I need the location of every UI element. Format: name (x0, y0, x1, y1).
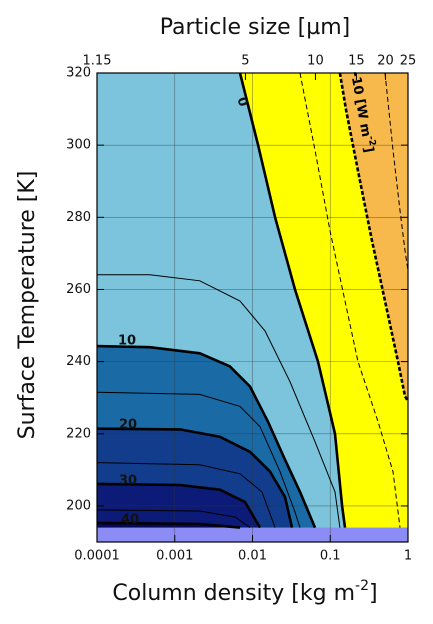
contour-label-sup: -2 (366, 135, 378, 147)
x-tick-label: 0.001 (156, 549, 193, 564)
x-axis-title-text: Column density [kg m (112, 581, 355, 606)
contour-line (96, 462, 276, 528)
x-axis-title: Column density [kg m-2] (112, 578, 377, 606)
contour-line (96, 482, 262, 529)
y-tick-label: 240 (66, 354, 91, 369)
x-axis-title-end: ] (369, 581, 378, 606)
x2-tick-label: 15 (348, 54, 365, 69)
x-tick-label: 0.1 (320, 549, 341, 564)
y-tick-label: 200 (66, 498, 91, 513)
x2-tick-label: 1.15 (83, 54, 112, 69)
contour-label: 10 (118, 334, 136, 349)
contour-line (96, 427, 294, 528)
x2-tick-label: 5 (241, 54, 249, 69)
x-axis-title-sup: -2 (355, 578, 369, 594)
x-tick-label: 0.0001 (74, 549, 120, 564)
contour-label-end: ] (361, 145, 377, 153)
x2-tick-label: 20 (377, 54, 394, 69)
x-tick-label: 0.01 (238, 549, 267, 564)
x2-axis-title: Particle size [µm] (160, 15, 351, 40)
x2-tick-label: 25 (400, 54, 417, 69)
y-tick-label: 320 (66, 66, 91, 81)
contour-line (96, 509, 251, 529)
y-tick-label: 260 (66, 282, 91, 297)
contour-label: 0 (233, 95, 250, 108)
contour-label: 30 (119, 474, 137, 489)
contour-label: 40 (121, 513, 139, 528)
y-tick-label: 220 (66, 426, 91, 441)
contour-label: 20 (119, 418, 137, 433)
y-tick-label: 280 (66, 210, 91, 225)
contour-line (96, 521, 241, 529)
contour-line (384, 72, 409, 271)
contour-line (96, 344, 317, 529)
contour-line (97, 274, 341, 528)
contour-line (299, 72, 401, 528)
y-axis-title: Surface Temperature [K] (15, 171, 40, 440)
x-tick-label: 1 (404, 549, 412, 564)
contour-line (338, 72, 410, 402)
contour-line (96, 391, 301, 528)
y-tick-label: 300 (66, 138, 91, 153)
contour-line (238, 72, 347, 528)
x2-tick-label: 10 (307, 54, 324, 69)
